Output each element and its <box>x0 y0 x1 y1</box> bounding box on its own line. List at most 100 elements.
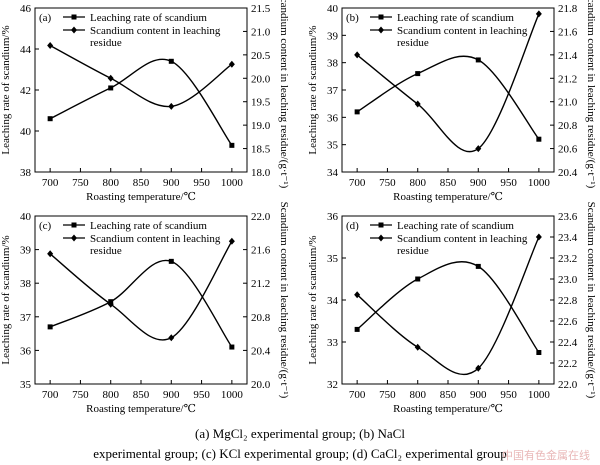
x-tick-label: 800 <box>409 177 426 189</box>
x-tick-label: 900 <box>470 389 487 401</box>
y-left-tick-label: 32 <box>327 379 338 391</box>
data-point-square <box>108 85 114 91</box>
data-point-square <box>47 324 53 330</box>
y-right-tick-label: 21.8 <box>558 3 578 15</box>
chart-panel-d: 700 750 800 850 900 950 1000 32 33 34 35 36 22.0 22.2… <box>307 202 597 415</box>
chart-panel-b: 700 750 800 850 900 950 1000 34 35 36 37 38 39 40 20.4… <box>307 0 597 203</box>
y-right-axis-label: Scandium content in leaching residue/(g·… <box>278 202 290 399</box>
x-tick-label: 950 <box>193 177 210 189</box>
y-right-tick-label: 18.5 <box>251 144 271 156</box>
y-right-axis-label: Scandium content in leaching residue/(g·… <box>585 202 597 399</box>
y-right-tick-label: 21.6 <box>251 245 271 257</box>
data-point-diamond <box>168 102 175 110</box>
x-tick-label: 900 <box>163 177 180 189</box>
legend-label-line: residue <box>397 37 429 49</box>
y-left-tick-label: 39 <box>20 245 32 257</box>
y-right-tick-label: 21.6 <box>558 26 578 38</box>
legend-marker-square <box>71 222 77 228</box>
x-tick-label: 700 <box>42 389 59 401</box>
data-point-diamond <box>535 233 542 241</box>
chart-figure: 700 750 800 850 900 950 1000 38 40 42 44 46 18.0 18.5… <box>0 0 597 415</box>
y-left-tick-label: 36 <box>327 211 339 223</box>
data-point-diamond <box>354 51 361 59</box>
y-right-tick-label: 23.6 <box>558 211 578 223</box>
y-left-axis-label: Leaching rate of scandium/% <box>0 25 12 154</box>
y-left-tick-label: 36 <box>20 345 32 357</box>
data-point-square <box>47 116 53 122</box>
data-point-diamond <box>47 41 54 49</box>
y-right-tick-label: 21.2 <box>251 278 270 290</box>
y-left-tick-label: 37 <box>327 85 339 97</box>
legend-label-line: Scandium content in leaching <box>90 25 221 37</box>
y-left-tick-label: 38 <box>20 278 32 290</box>
panel-label: (b) <box>346 12 359 24</box>
x-tick-label: 850 <box>440 177 457 189</box>
watermark: 中国有色金属在线 <box>502 449 590 462</box>
x-tick-label: 800 <box>102 389 119 401</box>
legend-label-scandium-content: Scandium content in leaching residue <box>90 233 221 257</box>
data-point-diamond <box>168 334 175 342</box>
x-tick-label: 1000 <box>221 177 244 189</box>
legend-label-line: residue <box>90 245 122 257</box>
x-tick-label: 1000 <box>528 389 551 401</box>
x-tick-label: 900 <box>163 389 180 401</box>
y-right-tick-label: 22.6 <box>558 316 578 328</box>
series-line-scandium-content <box>49 44 233 108</box>
x-tick-label: 750 <box>72 177 89 189</box>
y-right-axis-label: Scandium content in leaching residue/(g·… <box>585 0 597 189</box>
x-tick-label: 700 <box>349 177 366 189</box>
y-left-tick-label: 38 <box>327 58 339 70</box>
x-tick-label: 1000 <box>221 389 244 401</box>
data-point-square <box>536 350 542 355</box>
y-left-tick-label: 35 <box>20 379 32 391</box>
legend-label-line: residue <box>397 245 429 257</box>
data-point-square <box>415 276 421 282</box>
data-point-diamond <box>535 10 542 18</box>
y-left-tick-label: 40 <box>327 3 339 15</box>
legend-label-leaching-rate: Leaching rate of scandium <box>397 12 514 24</box>
y-left-tick-label: 34 <box>327 295 339 307</box>
series-line-scandium-content <box>356 236 540 376</box>
x-tick-label: 700 <box>349 389 366 401</box>
y-left-tick-label: 44 <box>20 44 32 56</box>
series-line-leaching-rate <box>356 261 540 353</box>
y-right-tick-label: 20.8 <box>251 312 271 324</box>
y-left-tick-label: 35 <box>327 253 339 265</box>
x-tick-label: 800 <box>409 389 426 401</box>
panel-label: (a) <box>39 12 52 24</box>
data-point-square <box>415 71 421 77</box>
x-axis-label: Roasting temperature/℃ <box>86 403 196 415</box>
data-point-square <box>354 109 360 115</box>
data-point-square <box>168 58 174 64</box>
y-right-tick-label: 22.2 <box>558 358 577 370</box>
data-point-diamond <box>475 364 482 372</box>
x-tick-label: 950 <box>500 389 517 401</box>
y-right-tick-label: 20.8 <box>558 120 578 132</box>
y-right-tick-label: 18.0 <box>251 167 271 179</box>
figure-caption-line-1: (a) MgCl₂ experimental group; (b) NaCl <box>195 426 405 441</box>
legend-label-scandium-content: Scandium content in leaching residue <box>397 233 528 257</box>
y-left-tick-label: 40 <box>20 126 32 138</box>
y-right-tick-label: 23.4 <box>558 232 578 244</box>
y-right-tick-label: 23.2 <box>558 253 577 265</box>
data-point-square <box>536 136 542 142</box>
y-left-axis-label: Leaching rate of scandium/% <box>307 235 319 364</box>
y-right-tick-label: 22.0 <box>558 379 578 391</box>
x-tick-label: 750 <box>379 389 396 401</box>
y-right-tick-label: 20.5 <box>251 50 271 62</box>
y-right-tick-label: 22.4 <box>558 337 578 349</box>
panel-label: (c) <box>39 220 52 232</box>
y-right-tick-label: 19.5 <box>251 97 271 109</box>
y-right-tick-label: 20.4 <box>251 345 271 357</box>
data-point-diamond <box>107 300 114 308</box>
data-point-square <box>475 57 481 63</box>
legend-label-leaching-rate: Leaching rate of scandium <box>90 12 207 24</box>
x-tick-label: 700 <box>42 177 59 189</box>
data-point-square <box>475 263 481 269</box>
legend-label-line: Scandium content in leaching <box>90 233 221 245</box>
data-point-square <box>168 258 174 264</box>
x-tick-label: 750 <box>379 177 396 189</box>
legend-marker-square <box>378 14 384 20</box>
y-right-tick-label: 21.0 <box>558 97 578 109</box>
y-left-tick-label: 35 <box>327 140 339 152</box>
